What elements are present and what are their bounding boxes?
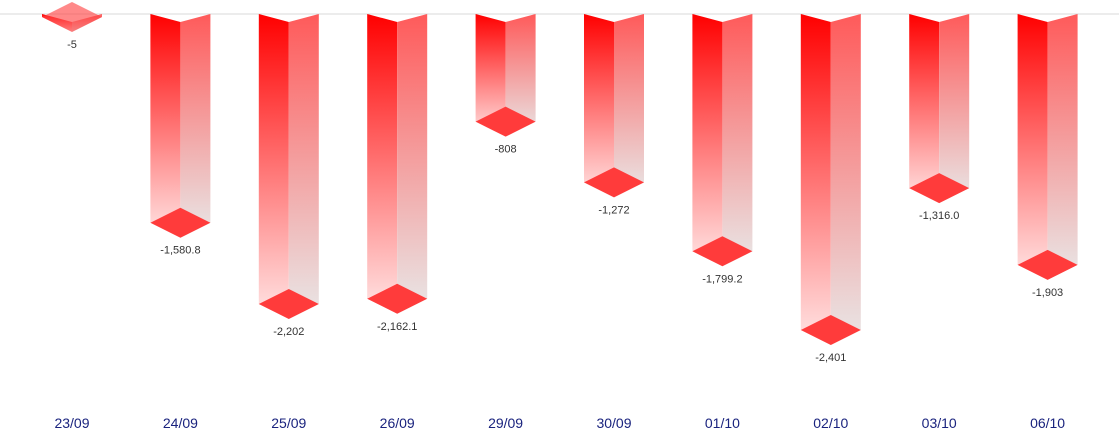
bar-front-face bbox=[150, 14, 181, 238]
bar-29-09 bbox=[475, 14, 536, 137]
category-label: 25/09 bbox=[271, 415, 306, 431]
category-label: 06/10 bbox=[1030, 415, 1065, 431]
bar-side-face bbox=[397, 14, 428, 314]
category-label: 02/10 bbox=[813, 415, 848, 431]
bar-end-cap bbox=[692, 236, 753, 267]
bar-03-10 bbox=[909, 14, 970, 204]
bar-front-face bbox=[475, 14, 506, 137]
bar-end-cap bbox=[909, 173, 970, 204]
value-label: -1,316.0 bbox=[919, 210, 959, 222]
bar-end-cap bbox=[584, 167, 644, 198]
bar-side-face bbox=[939, 14, 970, 204]
bar-side-face bbox=[722, 14, 753, 267]
value-label: -1,799.2 bbox=[702, 273, 742, 285]
category-label: 23/09 bbox=[54, 415, 89, 431]
bar-end-cap bbox=[1017, 249, 1078, 280]
bar-front-face bbox=[800, 14, 831, 345]
value-label: -1,580.8 bbox=[160, 245, 200, 257]
bar-front-face bbox=[367, 14, 398, 314]
bar-side-face bbox=[830, 14, 861, 345]
labels-layer: -5 23/09 -1,580.8 24/09 -2,202 25/09 -2,162.1 2… bbox=[54, 39, 1065, 431]
category-label: 29/09 bbox=[488, 415, 523, 431]
bar-06-10 bbox=[1017, 14, 1078, 280]
bar-side-face bbox=[288, 14, 319, 319]
bars-layer bbox=[42, 2, 1078, 345]
category-label: 01/10 bbox=[705, 415, 740, 431]
value-label: -5 bbox=[67, 39, 77, 51]
category-label: 03/10 bbox=[922, 415, 957, 431]
category-label: 24/09 bbox=[163, 415, 198, 431]
bar-26-09 bbox=[367, 14, 428, 314]
bar-24-09 bbox=[150, 14, 211, 238]
bar-side-face bbox=[180, 14, 211, 238]
bar-front-face bbox=[909, 14, 940, 204]
bar-front-face bbox=[692, 14, 723, 267]
category-label: 26/09 bbox=[380, 415, 415, 431]
value-label: -2,401 bbox=[815, 352, 846, 364]
value-label: -2,162.1 bbox=[377, 321, 417, 333]
bar-side-face bbox=[505, 14, 536, 137]
bar-23-09 bbox=[42, 2, 102, 32]
bar-end-cap bbox=[475, 106, 536, 137]
value-label: -808 bbox=[495, 144, 517, 156]
bar-end-cap bbox=[258, 288, 319, 319]
bar-end-cap bbox=[150, 207, 211, 238]
bar-front-face bbox=[258, 14, 289, 319]
bar-30-09 bbox=[584, 14, 644, 198]
value-label: -1,272 bbox=[598, 204, 629, 216]
bar-02-10 bbox=[800, 14, 861, 345]
category-label: 30/09 bbox=[596, 415, 631, 431]
bar-end-cap bbox=[800, 315, 861, 345]
bar-25-09 bbox=[258, 14, 319, 319]
bar-side-face bbox=[1047, 14, 1078, 280]
value-label: -2,202 bbox=[273, 326, 304, 338]
bar-end-cap bbox=[42, 2, 102, 32]
value-label: -1,903 bbox=[1032, 287, 1063, 299]
bar-end-cap bbox=[367, 283, 428, 314]
bar-front-face bbox=[584, 14, 614, 198]
bar-front-face bbox=[1017, 14, 1048, 280]
bar-side-face bbox=[614, 14, 644, 198]
bar-01-10 bbox=[692, 14, 753, 267]
